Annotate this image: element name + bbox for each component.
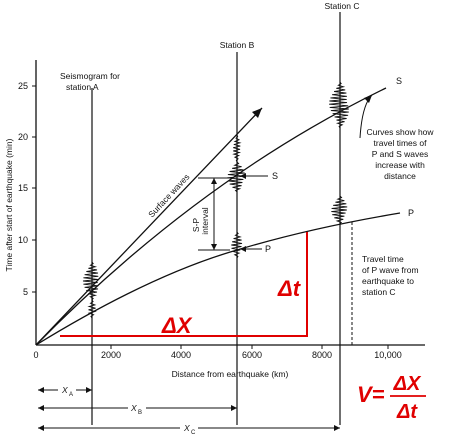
s-pointer-arrow (240, 173, 246, 179)
wiggle-station-b-p (231, 231, 243, 259)
surface-wave-arrowhead (252, 108, 262, 118)
y-tick-label: 10 (18, 235, 28, 245)
station-a-label-2: station A (66, 82, 99, 92)
curves-note-arrowhead (364, 95, 372, 103)
svg-text:A: A (69, 392, 73, 398)
wiggle-station-c-p (331, 195, 348, 225)
sp-interval-arrow-down (211, 244, 217, 250)
x-tick-marks (110, 345, 389, 349)
svg-text:X: X (61, 385, 68, 395)
curves-note: Curves show how travel times of P and S … (366, 127, 434, 181)
svg-text:increase with: increase with (375, 160, 425, 170)
red-delta-t: Δt (277, 276, 302, 301)
p-pointer-arrow (240, 246, 246, 252)
red-delta-bracket (60, 232, 308, 337)
svg-text:X: X (130, 403, 137, 413)
y-tick-label: 20 (18, 132, 28, 142)
station-c-label: Station C (325, 1, 360, 11)
distance-marker-b: X B (38, 402, 237, 416)
s-curve-label: S (396, 76, 402, 86)
distance-marker-c: X C (38, 422, 340, 436)
p-curve-label: P (408, 208, 414, 218)
svg-text:of P wave from: of P wave from (362, 265, 419, 275)
sp-interval-label-1: S-P (191, 218, 201, 233)
svg-text:distance: distance (384, 171, 416, 181)
wiggle-station-c-s (329, 81, 349, 129)
station-a-label: Seismogram for (60, 71, 120, 81)
seismogram-wiggles (82, 81, 349, 319)
svg-text:V=: V= (357, 382, 385, 407)
s-marker-label: S (272, 171, 278, 181)
red-velocity-formula: V= ΔX Δt (357, 373, 426, 423)
p-marker-label: P (265, 244, 271, 254)
travel-time-note: Travel time of P wave from earthquake to… (362, 254, 419, 297)
station-b-label: Station B (220, 40, 255, 50)
y-tick-label: 5 (23, 287, 28, 297)
x-tick-label: 6000 (242, 350, 262, 360)
x-tick-label: 4000 (171, 350, 191, 360)
x-origin-label: 0 (33, 350, 38, 360)
distance-marker-a: X A (38, 384, 92, 398)
wiggle-station-b-s (227, 161, 245, 193)
x-axis-title: Distance from earthquake (km) (172, 369, 289, 379)
surface-wave-curve (35, 107, 263, 346)
y-axis-title: Time after start of earthquake (min) (4, 138, 14, 271)
svg-text:Travel time: Travel time (362, 254, 404, 264)
x-tick-label: 2000 (101, 350, 121, 360)
sp-interval-label-2: interval (200, 207, 210, 235)
p-wave-curve (35, 212, 401, 346)
svg-text:B: B (138, 410, 142, 416)
svg-text:C: C (191, 430, 196, 436)
svg-text:earthquake to: earthquake to (362, 276, 414, 286)
y-tick-label: 15 (18, 183, 28, 193)
svg-text:Δt: Δt (396, 401, 418, 423)
svg-text:ΔX: ΔX (393, 373, 422, 395)
y-tick-label: 25 (18, 81, 28, 91)
s-wave-curve (35, 87, 387, 346)
svg-text:station C: station C (362, 287, 396, 297)
wiggle-station-a-p (87, 299, 97, 319)
sp-interval-arrow-up (211, 178, 217, 184)
y-tick-marks (32, 85, 36, 293)
red-delta-x: ΔX (161, 313, 193, 338)
svg-text:travel times of: travel times of (374, 138, 428, 148)
svg-text:X: X (183, 423, 190, 433)
x-tick-label: 10,000 (374, 350, 402, 360)
wiggle-station-a-surface (82, 261, 99, 301)
svg-text:Curves show how: Curves show how (366, 127, 434, 137)
svg-text:P and S waves: P and S waves (372, 149, 429, 159)
x-tick-label: 8000 (312, 350, 332, 360)
wiggle-station-b-surface (232, 134, 242, 163)
